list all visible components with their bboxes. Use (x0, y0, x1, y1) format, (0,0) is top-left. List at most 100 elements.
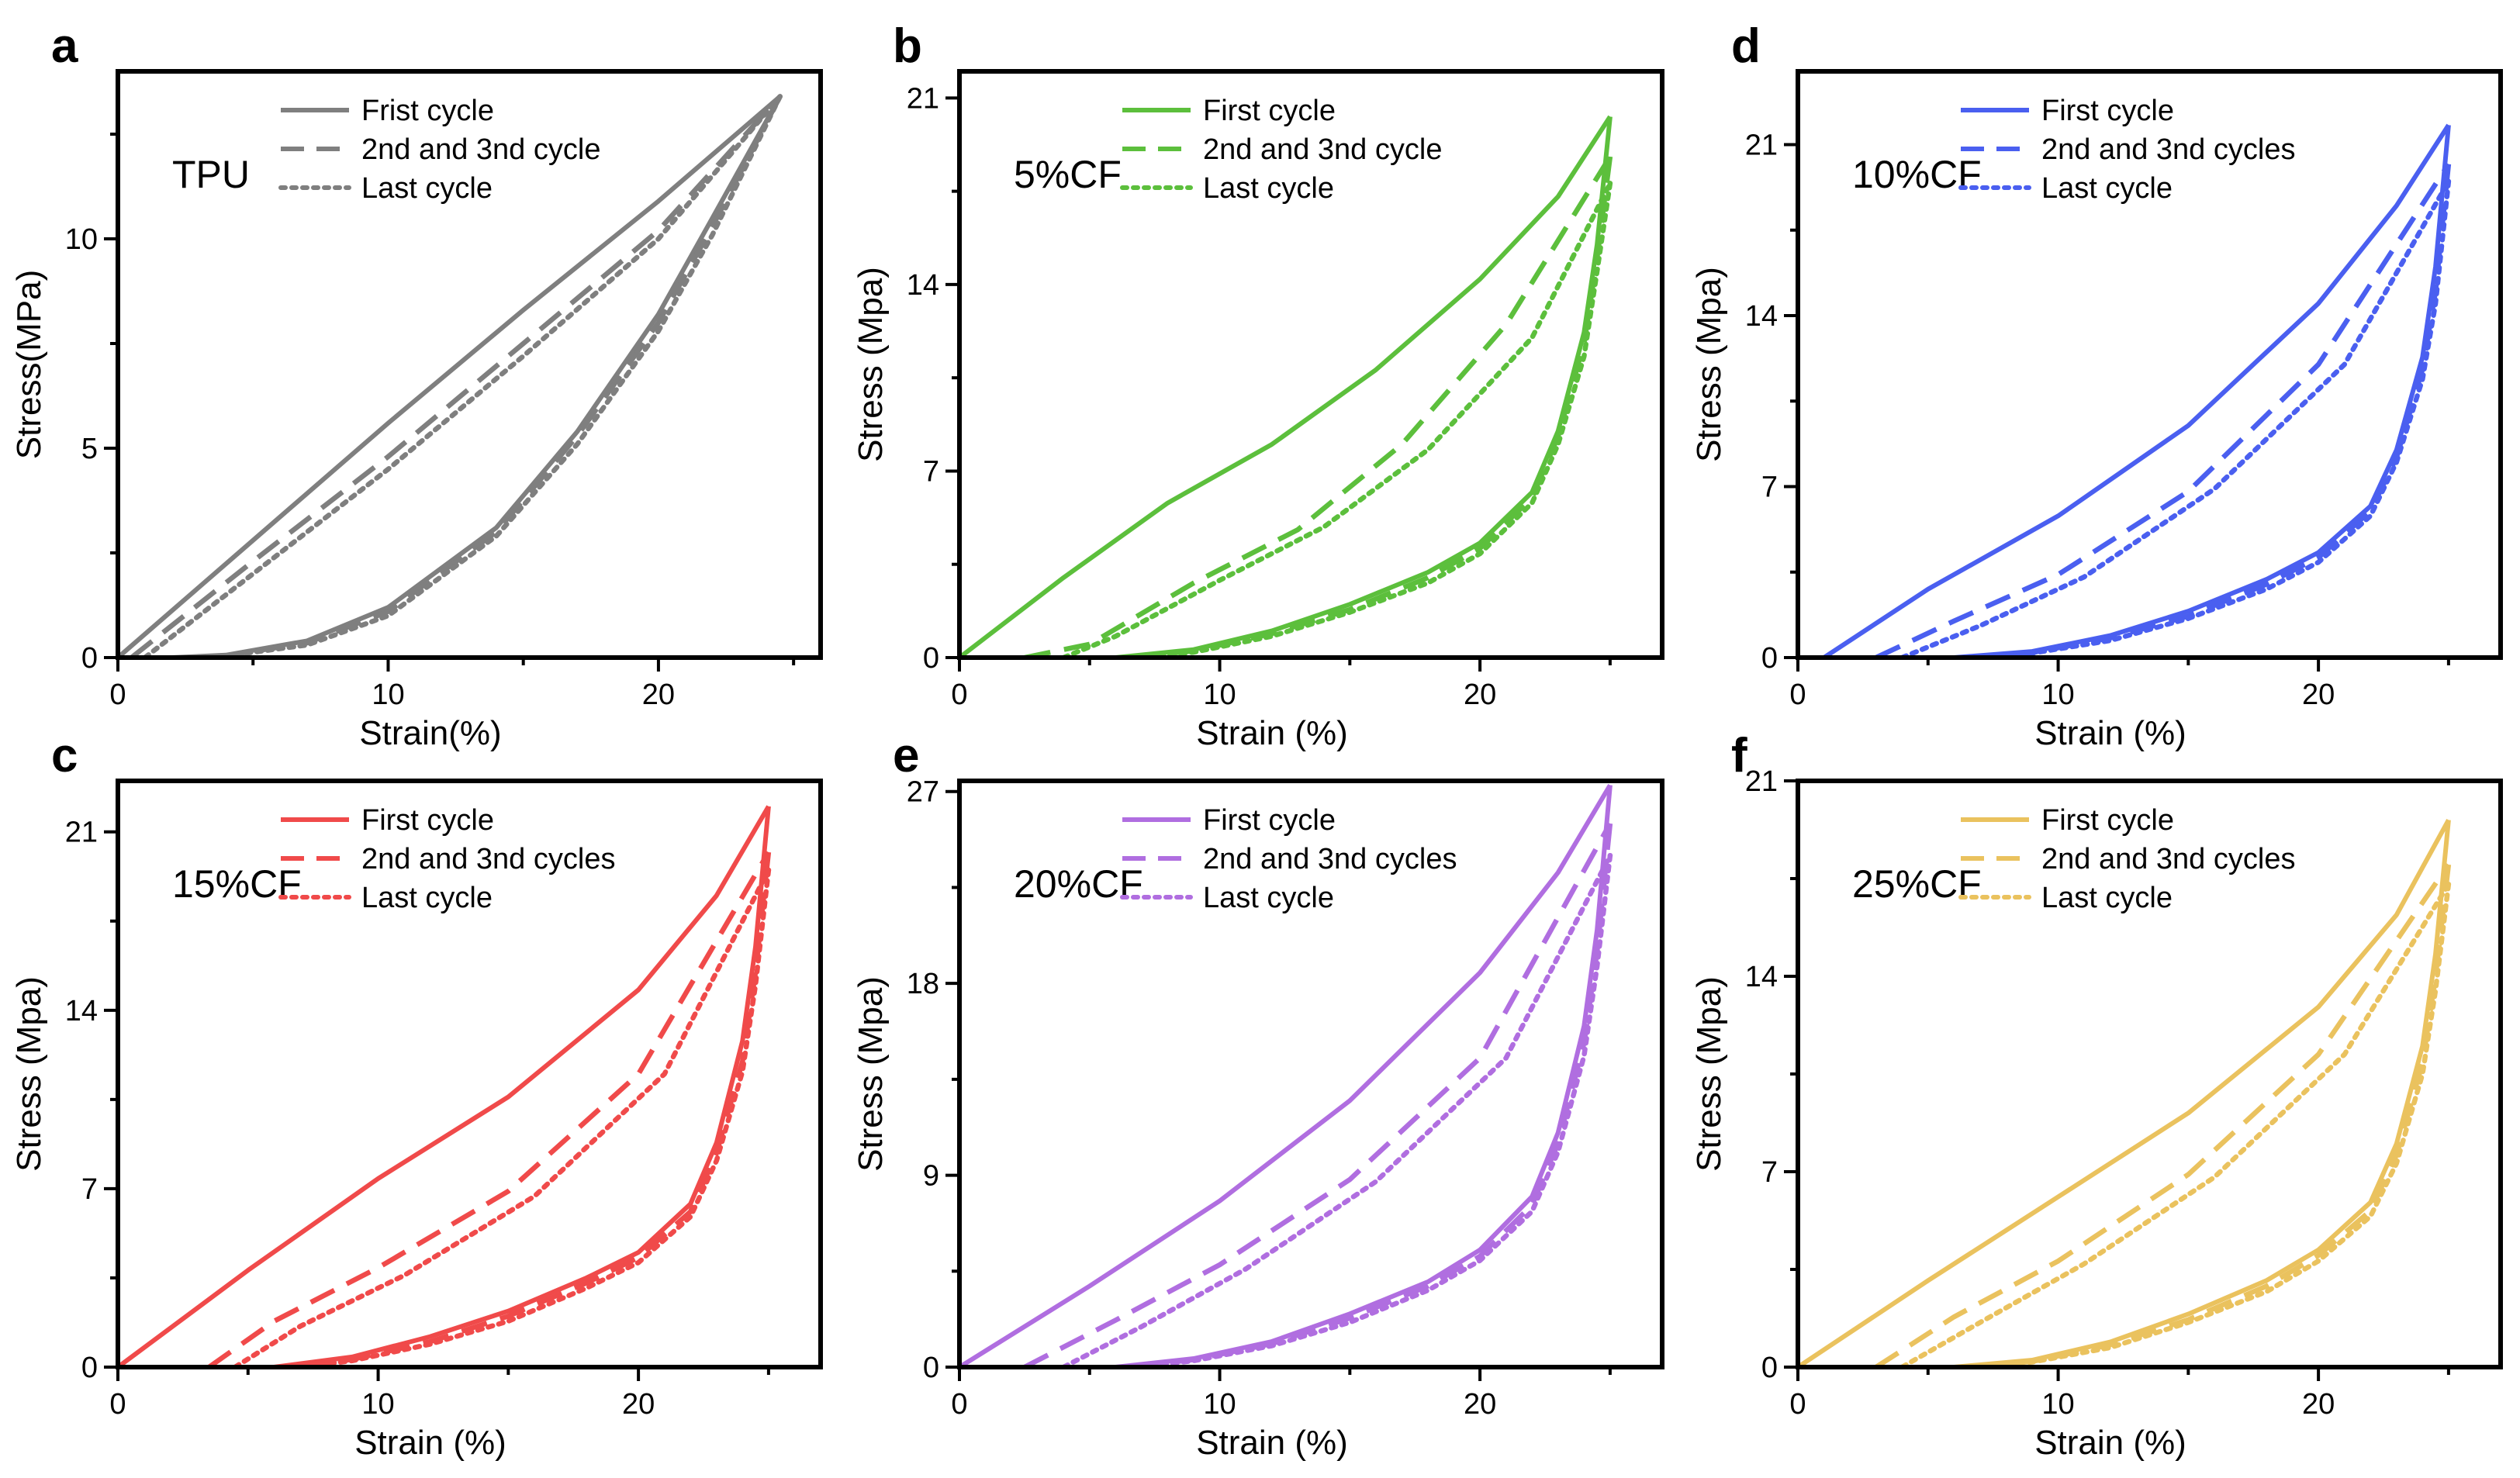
y-tick-label: 7 (81, 1173, 98, 1206)
x-tick-label: 20 (622, 1388, 655, 1421)
legend-entry: 2nd and 3nd cycles (1203, 843, 1457, 875)
series-2-loading-line (1023, 822, 1613, 1367)
legend-entry: 2nd and 3nd cycles (2041, 843, 2295, 875)
y-tick-label: 9 (923, 1160, 939, 1193)
legend-entry: Last cycle (1203, 172, 1334, 205)
curves (959, 115, 1613, 658)
y-axis-label: Stress (Mpa) (852, 267, 890, 462)
series-1-loading-line (118, 805, 771, 1367)
x-tick-label: 10 (2041, 1388, 2074, 1421)
x-axis-label: Strain (%) (1196, 1424, 1348, 1462)
panel-letter: d (1731, 19, 1761, 73)
y-axis-label: Stress(MPa) (10, 270, 48, 459)
y-tick-label: 0 (81, 1352, 98, 1384)
x-axis-label: Strain (%) (2034, 714, 2186, 752)
x-axis-label: Strain (%) (354, 1424, 506, 1462)
panel-letter: f (1731, 729, 1747, 782)
y-tick-label: 14 (907, 269, 939, 302)
series-1-loading-line (959, 115, 1613, 658)
y-axis-label: Stress (Mpa) (1690, 976, 1728, 1172)
series-1-unloading-line (273, 806, 771, 1367)
series-3-unloading-line (196, 94, 783, 658)
series-2-unloading-line (1128, 156, 1613, 658)
plot-frame (957, 779, 1664, 1369)
panel-letter: a (51, 19, 78, 73)
series-1-unloading-line (1115, 785, 1613, 1367)
plot-frame (957, 69, 1664, 660)
legend: First cycle 2nd and 3nd cycles Last cycle (1958, 95, 2295, 205)
legend-entry: 2nd and 3nd cycle (361, 133, 600, 166)
legend: Frist cycle 2nd and 3nd cycle Last cycle (278, 95, 600, 205)
series-1-loading-line (1798, 818, 2451, 1367)
x-tick-label: 0 (951, 1388, 967, 1421)
y-tick-label: 27 (907, 776, 939, 809)
y-tick-label: 0 (923, 642, 939, 675)
legend-entry: Last cycle (2041, 882, 2173, 914)
x-tick-label: 10 (2041, 679, 2074, 711)
y-tick-label: 7 (923, 455, 939, 488)
curves (1822, 123, 2452, 658)
legend-entry: 2nd and 3nd cycles (361, 843, 615, 875)
y-tick-label: 7 (1761, 471, 1778, 504)
plot-frame (116, 69, 823, 660)
y-tick-label: 0 (1761, 642, 1778, 675)
panel-letter: b (893, 19, 922, 73)
material-label: 5%CF (1014, 153, 1122, 196)
series-2-unloading-line (1128, 823, 1613, 1367)
series-3-loading-line (1060, 181, 1613, 658)
legend-entry: First cycle (2041, 95, 2174, 127)
legend: First cycle 2nd and 3nd cycles Last cycle (1958, 804, 2295, 914)
legend-entry: First cycle (2041, 804, 2174, 837)
series-3-unloading-line (297, 867, 772, 1367)
series-2-loading-line (1875, 162, 2451, 658)
x-tick-label: 20 (1464, 679, 1496, 711)
series-3-unloading-line (1977, 881, 2452, 1367)
y-tick-label: 21 (1745, 129, 1778, 162)
y-tick-label: 0 (81, 642, 98, 675)
y-tick-label: 10 (65, 223, 98, 256)
x-tick-label: 20 (2302, 1388, 2335, 1421)
y-axis-label: Stress (Mpa) (852, 976, 890, 1172)
x-tick-label: 0 (1789, 1388, 1806, 1421)
plot-frame (116, 779, 823, 1369)
y-tick-label: 0 (923, 1352, 939, 1384)
series-3-unloading-line (1139, 852, 1613, 1367)
curves (1798, 818, 2452, 1367)
y-tick-label: 21 (1745, 765, 1778, 798)
series-2-unloading-line (185, 95, 783, 658)
legend-entry: Last cycle (2041, 172, 2173, 205)
legend-entry: First cycle (1203, 804, 1336, 837)
x-axis-label: Strain(%) (359, 714, 501, 752)
y-tick-label: 7 (1761, 1156, 1778, 1189)
legend: First cycle 2nd and 3nd cycles Last cycle (1120, 804, 1457, 914)
series-1-unloading-line (1954, 125, 2451, 658)
x-tick-label: 20 (2302, 679, 2335, 711)
series-1-unloading-line (1115, 116, 1613, 658)
series-1-loading-line (118, 95, 782, 658)
y-tick-label: 21 (907, 82, 939, 115)
series-2-loading-line (130, 95, 783, 658)
series-3-loading-line (1899, 178, 2452, 658)
curves (118, 94, 783, 658)
x-tick-label: 10 (1203, 1388, 1236, 1421)
panel-letter: c (51, 729, 78, 782)
x-tick-label: 20 (642, 679, 675, 711)
legend-entry: Last cycle (1203, 882, 1334, 914)
legend: First cycle 2nd and 3nd cycles Last cycle (278, 804, 615, 914)
y-tick-label: 18 (907, 968, 939, 1000)
y-tick-label: 14 (1745, 961, 1778, 993)
x-tick-label: 0 (1789, 679, 1806, 711)
series-2-loading-line (207, 851, 771, 1367)
y-tick-label: 5 (81, 433, 98, 465)
series-3-unloading-line (1139, 181, 1613, 658)
series-3-loading-line (232, 867, 772, 1367)
series-3-loading-line (1060, 852, 1613, 1367)
x-tick-label: 10 (372, 679, 404, 711)
legend-entry: 2nd and 3nd cycle (1203, 133, 1442, 166)
legend-entry: First cycle (1203, 95, 1336, 127)
